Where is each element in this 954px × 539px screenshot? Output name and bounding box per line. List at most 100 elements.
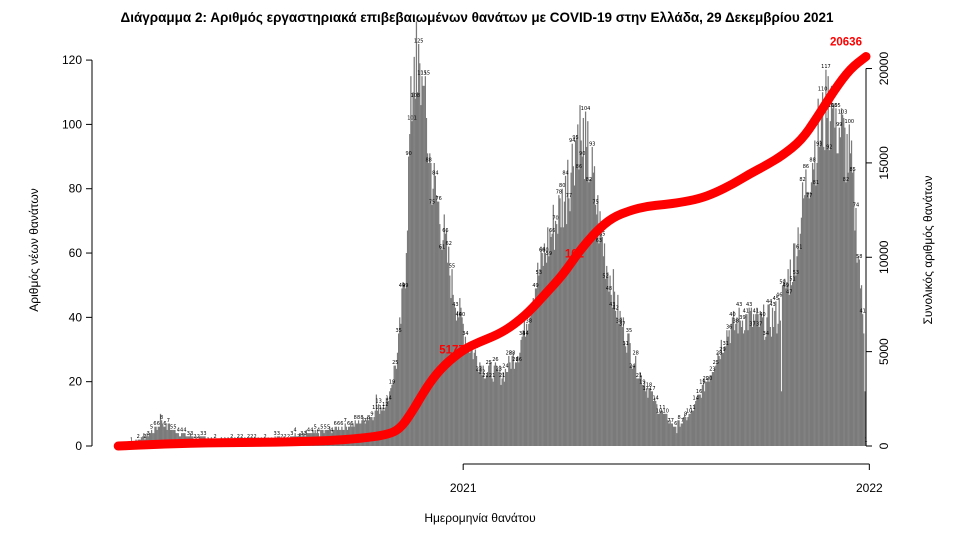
- daily-bar: [701, 384, 704, 446]
- daily-bar: [811, 162, 814, 446]
- daily-bar: [711, 372, 714, 446]
- daily-bar-label: 77: [566, 193, 572, 199]
- x-tick-label: 2022: [856, 481, 883, 495]
- daily-bar-label: 74: [853, 203, 859, 209]
- daily-bar: [411, 121, 413, 447]
- daily-bar: [825, 69, 827, 446]
- daily-bar-label: 9: [684, 412, 687, 418]
- daily-bar: [755, 314, 757, 446]
- daily-bar-label: 75: [429, 199, 435, 205]
- daily-bar-label: 125: [414, 39, 424, 45]
- daily-bar-label: 115: [421, 71, 431, 77]
- daily-bar: [683, 413, 686, 446]
- daily-bar-label: 99: [836, 122, 842, 128]
- daily-bar: [768, 304, 770, 446]
- daily-bar: [777, 323, 779, 446]
- daily-bar: [600, 233, 602, 446]
- daily-bar: [749, 310, 751, 446]
- daily-bar: [608, 291, 610, 446]
- daily-bar: [498, 372, 500, 446]
- daily-bar: [760, 314, 763, 446]
- daily-bar-label: 26: [516, 357, 522, 363]
- daily-bar: [710, 375, 712, 446]
- daily-bar-label: 8: [160, 415, 163, 421]
- daily-bar: [783, 281, 785, 446]
- daily-bar-label: 2: [230, 434, 233, 440]
- daily-bar: [817, 98, 819, 446]
- daily-bar-label: 90: [405, 151, 411, 157]
- daily-bar: [773, 327, 775, 446]
- daily-bar: [375, 394, 378, 446]
- daily-bar-label: 80: [559, 183, 565, 189]
- daily-bar-label: 55: [449, 264, 455, 270]
- daily-bar: [671, 423, 674, 446]
- daily-bar: [531, 310, 533, 446]
- daily-bar: [603, 243, 606, 446]
- daily-bar: [588, 182, 590, 446]
- daily-bar: [414, 98, 416, 446]
- daily-bar-label: 47: [786, 289, 792, 295]
- daily-bar: [602, 256, 605, 446]
- daily-bar: [153, 433, 155, 446]
- daily-bar: [616, 317, 618, 446]
- daily-bar: [405, 253, 408, 446]
- daily-bar: [845, 182, 847, 446]
- daily-bar: [728, 330, 730, 446]
- daily-bar-label: 23: [496, 367, 502, 373]
- daily-bar-label: 4: [330, 428, 333, 434]
- daily-bar: [578, 169, 580, 446]
- daily-bar: [621, 327, 623, 446]
- daily-bar: [680, 423, 682, 446]
- daily-bar: [166, 429, 168, 446]
- daily-bar-label: 43: [609, 302, 615, 308]
- daily-bar-label: 75: [592, 199, 598, 205]
- daily-bar: [559, 198, 561, 446]
- daily-bar: [478, 372, 480, 446]
- daily-bar-label: 105: [828, 103, 838, 109]
- daily-bar: [395, 368, 398, 446]
- daily-bar-label: 49: [783, 283, 789, 289]
- daily-bar: [844, 127, 846, 446]
- daily-bar: [854, 230, 856, 446]
- daily-bar-label: 34: [522, 331, 528, 337]
- daily-bar: [849, 153, 852, 446]
- daily-bar: [729, 343, 731, 446]
- daily-bar: [471, 349, 473, 446]
- daily-bar: [806, 191, 808, 446]
- daily-bar-label: 20: [706, 376, 712, 382]
- daily-bar: [699, 394, 701, 446]
- daily-bar: [700, 397, 702, 446]
- daily-bar: [377, 404, 380, 446]
- daily-bar-label: 94: [569, 138, 575, 144]
- daily-bar-label: 65: [599, 231, 605, 237]
- daily-bar: [769, 327, 771, 446]
- daily-bar-label: 53: [536, 270, 542, 276]
- daily-bar-label: 2: [280, 434, 283, 440]
- daily-bar-label: 41: [743, 309, 749, 315]
- daily-bar: [416, 92, 419, 447]
- daily-bar-label: 2: [247, 434, 250, 440]
- daily-bar: [835, 108, 837, 446]
- daily-bar: [160, 420, 163, 446]
- y2-axis-label: Συνολικός αριθμός θανάτων: [921, 175, 935, 324]
- daily-bar: [623, 343, 626, 446]
- daily-bar: [736, 317, 738, 446]
- daily-bar: [668, 423, 670, 446]
- daily-bar: [839, 137, 842, 446]
- daily-bar: [425, 117, 428, 446]
- daily-bar-label: 4: [317, 428, 320, 434]
- daily-bar: [652, 400, 655, 446]
- daily-bar: [807, 191, 809, 446]
- daily-bar: [821, 92, 824, 447]
- daily-bar-label: 92: [826, 145, 832, 151]
- daily-bar: [458, 317, 460, 446]
- daily-bar: [612, 269, 615, 446]
- daily-bar: [859, 288, 862, 446]
- daily-bar: [570, 172, 572, 446]
- daily-bar: [579, 105, 581, 446]
- daily-bar-label: 70: [552, 215, 558, 221]
- left-y-axis: 0 20 40 60 80 100 120: [62, 53, 93, 453]
- daily-bar-label: 3: [304, 431, 307, 437]
- x-axis-label: Ημερομηνία θανάτου: [424, 511, 535, 525]
